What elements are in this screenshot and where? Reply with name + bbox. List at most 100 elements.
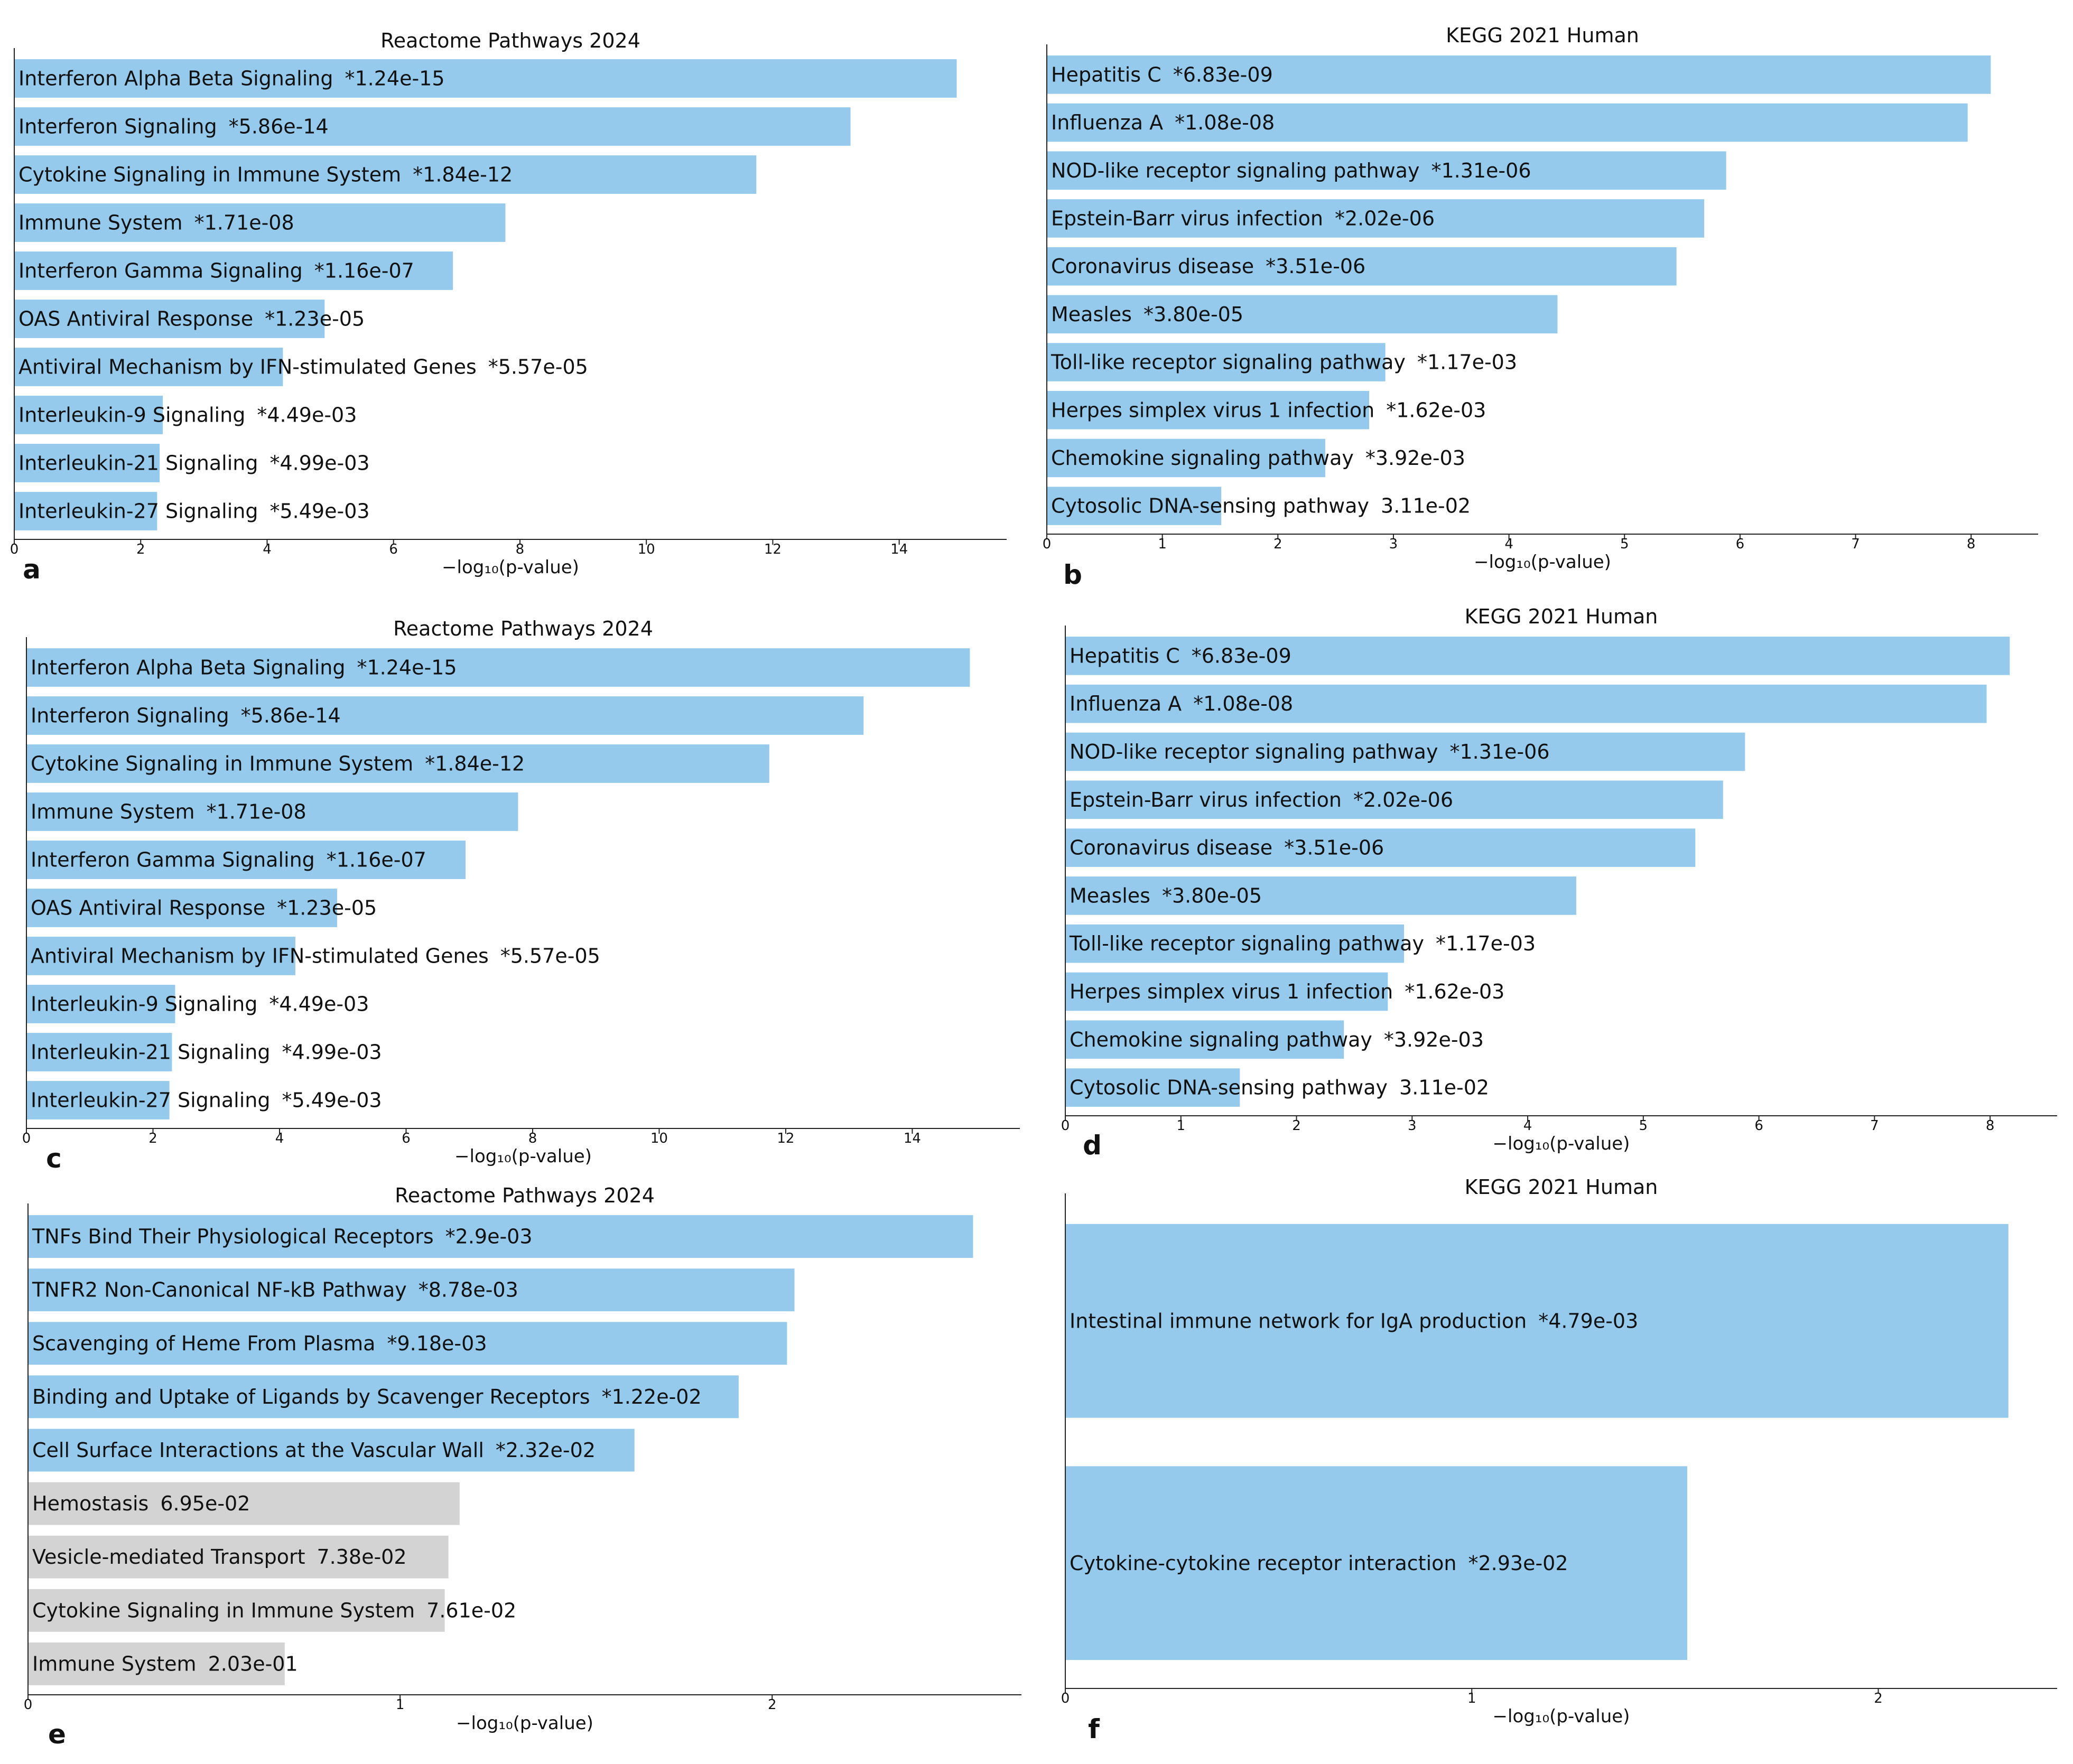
x-axis-label: −log₁₀(p-value): [454, 1146, 592, 1167]
pvalue-label: 2.03e-01: [208, 1652, 298, 1675]
bar-label: Cytokine Signaling in Immune System *1.84…: [31, 752, 525, 776]
pvalue-label: *1.16e-07: [314, 259, 414, 283]
term-label: Immune System: [18, 211, 183, 235]
pvalue-label: *4.99e-03: [270, 452, 370, 475]
bar-9: [14, 444, 160, 482]
bar-5: [28, 1429, 635, 1472]
x-tick-label: 2: [1273, 536, 1282, 552]
bar-label: Toll-like receptor signaling pathway *1.1…: [1051, 351, 1517, 374]
term-label: Epstein-Barr virus infection: [1070, 788, 1342, 811]
bar-label: TNFs Bind Their Physiological Receptors *…: [32, 1225, 533, 1248]
term-label: OAS Antiviral Response: [31, 897, 265, 920]
bar-label: Immune System *1.71e-08: [18, 211, 294, 235]
x-tick-label: 4: [275, 1131, 284, 1146]
pvalue-label: *1.17e-03: [1417, 351, 1517, 374]
bar-label: Herpes simplex virus 1 infection *1.62e-0…: [1070, 980, 1504, 1003]
x-tick-label: 3: [1389, 536, 1398, 552]
bar-label: Interferon Alpha Beta Signaling *1.24e-15: [18, 67, 445, 90]
x-axis-label: −log₁₀(p-value): [442, 557, 579, 578]
bar-label: OAS Antiviral Response *1.23e-05: [18, 307, 365, 331]
term-label: Cytokine-cytokine receptor interaction: [1070, 1552, 1456, 1575]
term-label: OAS Antiviral Response: [18, 307, 253, 331]
bar-label: Intestinal immune network for IgA produc…: [1070, 1309, 1638, 1332]
x-tick-label: 1: [1158, 536, 1167, 552]
panel-f: KEGG 2021 Human Intestinal immune network…: [1061, 1175, 2057, 1744]
term-label: Cytosolic DNA-sensing pathway: [1051, 494, 1369, 518]
pvalue-label: *5.49e-03: [282, 1089, 382, 1112]
bar-label: Toll-like receptor signaling pathway *1.1…: [1069, 932, 1536, 955]
x-tick-label: 10: [650, 1131, 668, 1146]
bar-9: [28, 1642, 285, 1685]
bar-label: Measles *3.80e-05: [1070, 884, 1262, 907]
bar-2: [1065, 1466, 1687, 1660]
pvalue-label: *8.78e-03: [419, 1278, 518, 1302]
term-label: Interleukin-21 Signaling: [31, 1041, 271, 1064]
bar-7: [1065, 924, 1404, 963]
bar-2: [28, 1268, 795, 1312]
x-tick-label: 4: [263, 542, 272, 557]
bar-label: Interleukin-21 Signaling *4.99e-03: [18, 452, 370, 475]
panel-d: KEGG 2021 Human Hepatitis C *6.83e-09 Influ…: [1061, 605, 2057, 1161]
bar-label: Antiviral Mechanism by IFN-stimulated Ge…: [31, 945, 600, 968]
x-tick-label: 2: [1292, 1118, 1301, 1134]
panel-letter: b: [1063, 559, 1082, 590]
chart-title: KEGG 2021 Human: [1465, 605, 1658, 628]
pvalue-label: *1.31e-06: [1449, 740, 1549, 763]
bar-2: [14, 107, 851, 146]
bar-1: [26, 648, 970, 687]
bar-label: Interferon Alpha Beta Signaling *1.24e-15: [31, 656, 457, 679]
panel-e: Reactome Pathways 2024 TNFs Bind Their Ph…: [24, 1184, 1021, 1750]
pvalue-label: *5.57e-05: [500, 945, 600, 968]
term-label: Antiviral Mechanism by IFN-stimulated Ge…: [31, 945, 489, 968]
x-tick-label: 10: [638, 542, 655, 557]
term-label: Interferon Signaling: [31, 704, 229, 727]
x-tick-label: 6: [402, 1131, 411, 1146]
bar-label: NOD-like receptor signaling pathway *1.31…: [1070, 740, 1550, 763]
bar-label: Binding and Uptake of Ligands by Scaveng…: [32, 1385, 702, 1408]
bar-8: [1047, 390, 1370, 430]
pvalue-label: *3.51e-06: [1266, 255, 1365, 278]
x-tick-label: 2: [768, 1697, 777, 1713]
term-label: Toll-like receptor signaling pathway: [1051, 351, 1406, 374]
bar-2: [26, 696, 864, 735]
pvalue-label: *4.49e-03: [257, 404, 357, 427]
pvalue-label: *1.22e-02: [602, 1385, 702, 1408]
bar-label: Cell Surface Interactions at the Vascula…: [32, 1439, 596, 1462]
term-label: TNFs Bind Their Physiological Receptors: [32, 1225, 434, 1248]
panel-letter: e: [48, 1719, 66, 1750]
bar-4: [28, 1375, 739, 1418]
x-tick-label: 0: [1043, 536, 1052, 552]
bar-label: Influenza A *1.08e-08: [1051, 111, 1275, 134]
bar-5: [14, 251, 453, 290]
pvalue-label: *6.83e-09: [1192, 644, 1291, 667]
bar-1: [1047, 55, 1991, 94]
bar-8: [26, 985, 175, 1023]
pvalue-label: *9.18e-03: [387, 1332, 487, 1355]
bar-6: [14, 300, 325, 338]
term-label: Cytokine Signaling in Immune System: [18, 163, 401, 186]
x-tick-label: 0: [10, 542, 19, 557]
term-label: Toll-like receptor signaling pathway: [1069, 932, 1424, 955]
pvalue-label: 7.38e-02: [317, 1545, 406, 1569]
x-tick-label: 8: [1967, 536, 1976, 552]
pvalue-label: *2.93e-02: [1468, 1552, 1568, 1575]
term-label: Interleukin-27 Signaling: [31, 1089, 271, 1112]
x-tick-label: 5: [1620, 536, 1629, 552]
bar-10: [1047, 487, 1222, 525]
x-axis-label: −log₁₀(p-value): [456, 1713, 593, 1734]
x-tick-label: 0: [24, 1697, 33, 1713]
bar-1: [1065, 1224, 2009, 1418]
bar-label: Antiviral Mechanism by IFN-stimulated Ge…: [18, 356, 588, 379]
pvalue-label: *1.62e-03: [1405, 980, 1504, 1003]
x-tick-label: 8: [528, 1131, 537, 1146]
pvalue-label: *1.62e-03: [1386, 398, 1486, 422]
x-tick-label: 4: [1523, 1118, 1532, 1134]
x-tick-label: 1: [396, 1697, 405, 1713]
bar-6: [28, 1482, 460, 1525]
chart-title: KEGG 2021 Human: [1465, 1175, 1658, 1199]
pvalue-label: *2.02e-06: [1335, 207, 1435, 230]
bar-label: Hepatitis C *6.83e-09: [1070, 644, 1291, 667]
bar-3: [14, 155, 757, 194]
bar-4: [1047, 199, 1705, 238]
panel-c: Reactome Pathways 2024 Interferon Alpha B…: [22, 617, 1020, 1174]
